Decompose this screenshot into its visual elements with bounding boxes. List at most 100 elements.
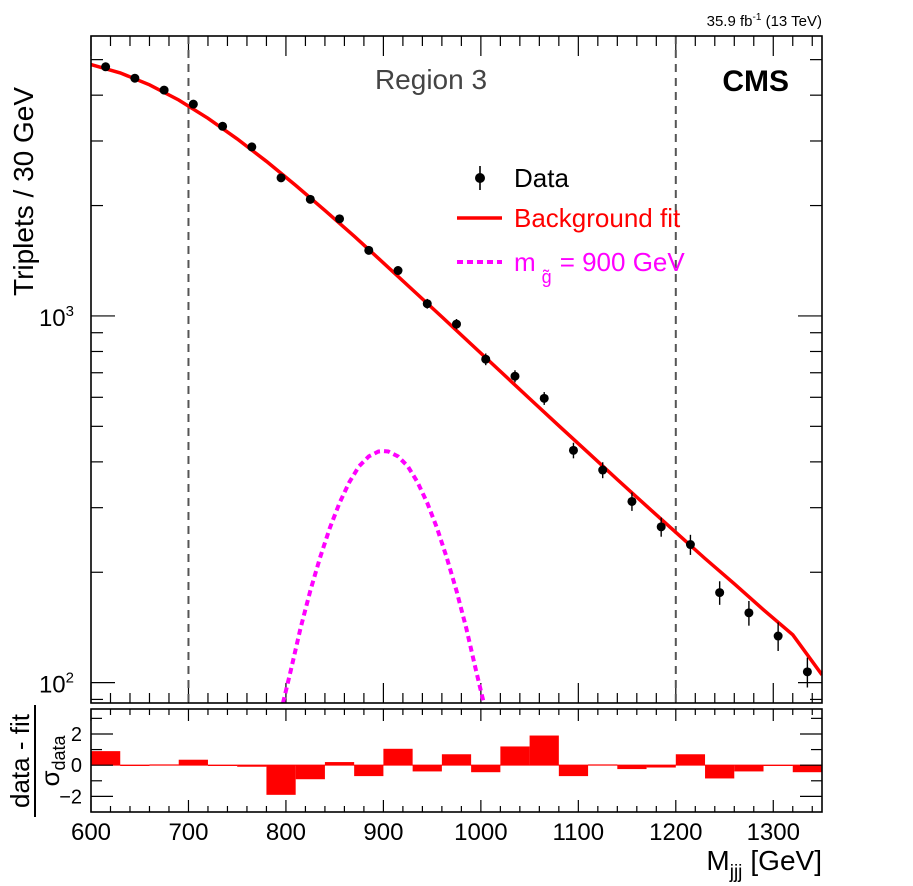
lower-ytick-label: −2	[59, 786, 82, 808]
residual-bar	[354, 765, 384, 777]
residual-bar	[529, 735, 559, 766]
residual-bar	[675, 754, 706, 766]
x-tick-label: 1100	[553, 819, 605, 846]
upper-ticks	[90, 36, 822, 703]
data-point	[656, 522, 666, 532]
data-point	[773, 631, 783, 641]
residual-bar	[734, 765, 764, 772]
data-point	[568, 445, 578, 455]
residual-bar	[324, 762, 355, 766]
data-point	[335, 214, 345, 224]
data-point	[510, 371, 520, 381]
residual-bar	[792, 765, 822, 773]
residual-bar	[558, 765, 589, 777]
data-point	[393, 266, 403, 276]
data-point	[598, 465, 608, 475]
data-point	[364, 245, 374, 255]
lumi-label: 35.9 fb-1 (13 TeV)	[707, 12, 822, 30]
residual-bar	[646, 765, 676, 768]
x-axis-label-unit: [GeV]	[750, 845, 822, 876]
residual-bar	[705, 765, 735, 779]
x-tick-label: 1000	[454, 819, 507, 846]
residual-bar	[412, 765, 442, 772]
lower-panel: −2 0 2 data - fit σdata	[5, 705, 823, 817]
legend-signal-label: m g̃ = 900 GeV	[514, 247, 685, 287]
legend-signal-prefix: m	[514, 247, 536, 277]
upper-ytick-exponent: 2	[66, 670, 74, 687]
lower-ylabel-numerator: data - fit	[5, 713, 35, 808]
background-fit-curve	[91, 62, 822, 676]
residual-bar	[295, 765, 325, 780]
data-point	[422, 299, 432, 309]
residual-bar	[207, 765, 238, 766]
data-point	[305, 194, 315, 204]
region-label: Region 3	[375, 64, 487, 95]
legend: Data Background fit m g̃ = 900 GeV	[457, 163, 685, 287]
upper-ylabel: Triplets / 30 GeV	[8, 87, 39, 296]
upper-ytick-base: 10	[39, 305, 66, 332]
data-point	[539, 393, 549, 403]
data-points	[101, 62, 812, 688]
data-point	[452, 319, 461, 329]
x-tick-label: 600	[71, 819, 111, 846]
lower-ticks	[90, 709, 822, 812]
legend-signal-suffix: = 900 GeV	[560, 247, 686, 277]
residual-bar	[91, 751, 121, 766]
residual-bar	[617, 765, 647, 770]
data-point	[715, 588, 725, 598]
lower-ylabel-sigma: σ	[35, 771, 65, 787]
legend-signal-subscript: g̃	[542, 267, 552, 287]
residual-bar	[237, 765, 267, 767]
data-point	[130, 73, 140, 83]
residual-bar	[149, 764, 179, 766]
upper-ytick-base: 10	[39, 672, 66, 699]
x-tick-label: 1200	[649, 819, 702, 846]
data-point	[744, 608, 754, 618]
x-axis-label-subscript: jjj	[729, 862, 743, 883]
legend-fit-label: Background fit	[514, 203, 681, 233]
upper-ytick-label: 103	[39, 303, 74, 332]
lower-ytick-labels: −2 0 2	[59, 724, 82, 808]
cms-label: CMS	[722, 65, 789, 98]
x-axis-label-main: M	[706, 845, 729, 876]
data-point	[481, 354, 491, 364]
data-point	[218, 121, 228, 131]
lumi-value: 35.9 fb	[707, 13, 753, 30]
lower-ylabel-subscript: data	[49, 734, 69, 770]
legend-data-label: Data	[514, 163, 569, 193]
residual-bar	[441, 754, 472, 766]
lower-ylabel: data - fit σdata	[5, 705, 69, 817]
upper-ytick-exponent: 3	[66, 303, 74, 320]
residual-bar	[500, 746, 530, 766]
residual-bar	[471, 765, 501, 773]
signal-curve	[281, 449, 486, 703]
residual-bar	[763, 765, 793, 766]
residual-bar	[178, 759, 208, 766]
lower-frame	[90, 708, 823, 813]
lower-ylabel-denominator: σdata	[35, 734, 69, 786]
upper-ytick-label: 102	[39, 670, 74, 699]
data-point	[159, 85, 169, 95]
data-point	[802, 667, 812, 677]
data-point	[247, 142, 257, 152]
data-point	[188, 99, 198, 109]
residual-bars	[91, 735, 822, 795]
upper-frame	[90, 35, 823, 704]
lower-ytick-label: 0	[71, 755, 82, 777]
data-point	[276, 173, 286, 183]
x-tick-label: 800	[266, 819, 306, 846]
upper-panel: Region 3 CMS Data Background fit m g̃ = 90…	[8, 35, 823, 704]
residual-bar	[266, 765, 296, 795]
legend-data-marker	[475, 173, 485, 183]
data-point	[627, 496, 637, 506]
x-tick-label: 700	[168, 819, 208, 846]
residual-bar	[383, 748, 413, 766]
x-tick-label: 900	[363, 819, 403, 846]
x-tick-label: 1300	[747, 819, 800, 846]
data-point	[685, 540, 695, 550]
residual-bar	[120, 765, 150, 766]
lower-ytick-label: 2	[71, 724, 82, 746]
lumi-energy: (13 TeV)	[761, 13, 822, 30]
